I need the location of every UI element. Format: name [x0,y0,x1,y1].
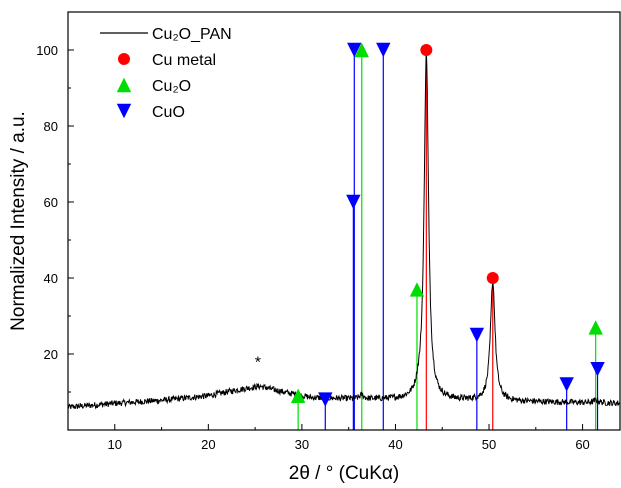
x-tick-label: 30 [295,437,309,452]
legend-cu-metal-label: Cu metal [152,52,216,69]
cu-o-marker [588,320,603,335]
legend-cuo-symbol [116,103,132,119]
cuo-marker [376,42,391,58]
legend-cu-metal-symbol [118,53,130,65]
cu-metal-marker [486,272,499,284]
y-axis-label: Normalized Intensity / a.u. [8,111,29,331]
y-tick-label: 100 [36,43,58,58]
cu-metal-marker [420,44,433,56]
y-tick-label: 60 [44,195,58,210]
x-axis-label: 2θ / ° (CuKα) [289,463,399,484]
y-tick-label: 80 [44,119,58,134]
plot-frame [67,11,621,431]
y-tick-label: 40 [44,271,58,286]
x-tick-label: 50 [482,437,496,452]
cu-o-marker [409,282,425,297]
legend-cu-o-pan-label: Cu₂O_PAN [152,26,232,43]
legend-cu-o-label: Cu₂O [152,78,191,95]
x-tick-label: 40 [388,437,402,452]
cuo-marker [346,194,361,210]
cu-o-marker [354,42,369,58]
y-tick-label: 20 [44,347,58,362]
series-line [67,49,621,410]
reference-markers [290,42,605,407]
legend-cuo-label: CuO [152,104,185,121]
x-tick-label: 60 [575,437,589,452]
cuo-marker [318,392,333,407]
annotations: * [255,354,261,371]
cuo-marker [469,327,485,343]
legend-cu-o-symbol [116,77,132,93]
x-tick-label: 10 [108,437,122,452]
x-tick-label: 20 [201,437,215,452]
cuo-marker [590,362,605,377]
data-series [67,49,621,410]
axis-ticks: 10 20 30 40 50 60 20 40 60 80 100 [36,43,590,452]
plot-area [68,12,620,430]
asterisk-annotation: * [255,354,261,371]
legend: Cu₂O_PAN Cu metal Cu₂O CuO [100,26,232,121]
cuo-marker [347,42,362,58]
cu-o-marker [290,388,306,403]
cuo-marker [559,377,574,392]
